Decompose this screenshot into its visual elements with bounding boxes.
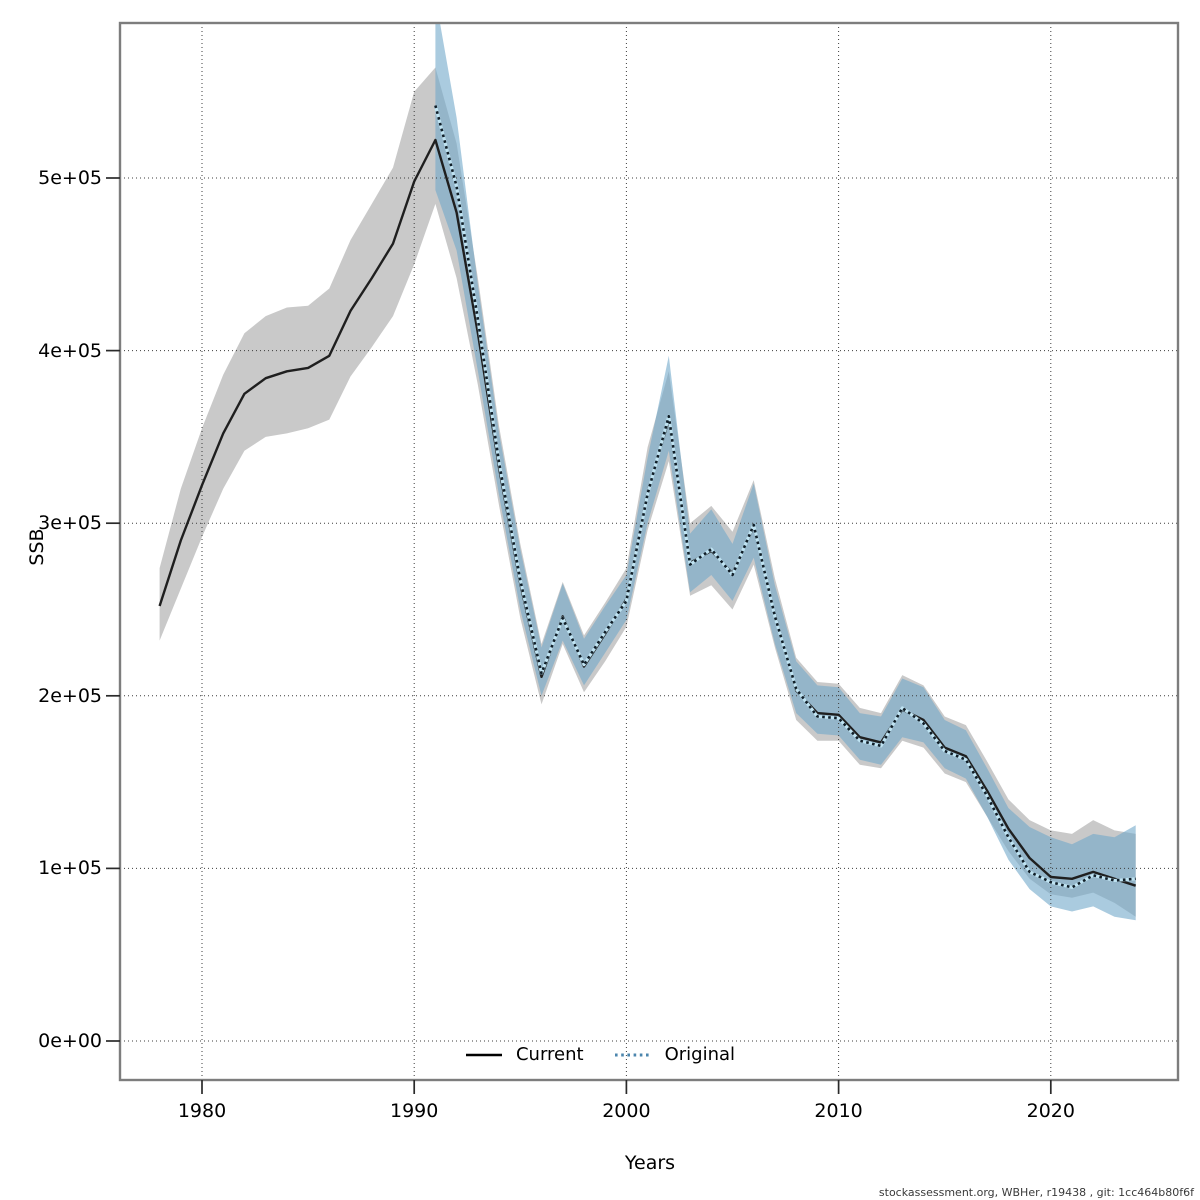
legend-label-original: Original xyxy=(664,1044,736,1065)
x-tick-label: 2000 xyxy=(602,1100,651,1122)
x-tick-label: 1980 xyxy=(177,1100,227,1122)
x-axis-title: Years xyxy=(624,1152,676,1174)
y-tick-label: 0e+00 xyxy=(38,1030,102,1052)
y-tick-label: 1e+05 xyxy=(38,857,102,880)
legend-line-dotted-icon xyxy=(614,1053,651,1056)
plot-border xyxy=(118,21,1180,1082)
original-confidence-band xyxy=(435,23,1136,921)
x-tick-label: 1990 xyxy=(390,1100,439,1122)
legend-item-current: Current xyxy=(465,1044,584,1065)
watermark-text: stockassessment.org, WBHer, r19438 , git… xyxy=(878,1186,1194,1199)
original-median-line xyxy=(434,105,1136,889)
y-tick-label: 4e+05 xyxy=(38,339,102,362)
legend-line-solid-icon xyxy=(465,1053,502,1056)
legend: Current Original xyxy=(0,1044,1200,1065)
y-axis-title: SSB xyxy=(26,528,48,566)
legend-label-current: Current xyxy=(515,1044,584,1065)
original-median-line-underlay xyxy=(433,105,1136,889)
x-tick-label: 2020 xyxy=(1026,1100,1075,1122)
legend-item-original: Original xyxy=(614,1044,735,1065)
x-tick-label: 2010 xyxy=(814,1100,863,1122)
y-tick-label: 2e+05 xyxy=(38,684,102,707)
y-tick-label: 5e+05 xyxy=(38,167,102,189)
y-tick-label: 3e+05 xyxy=(38,512,102,535)
